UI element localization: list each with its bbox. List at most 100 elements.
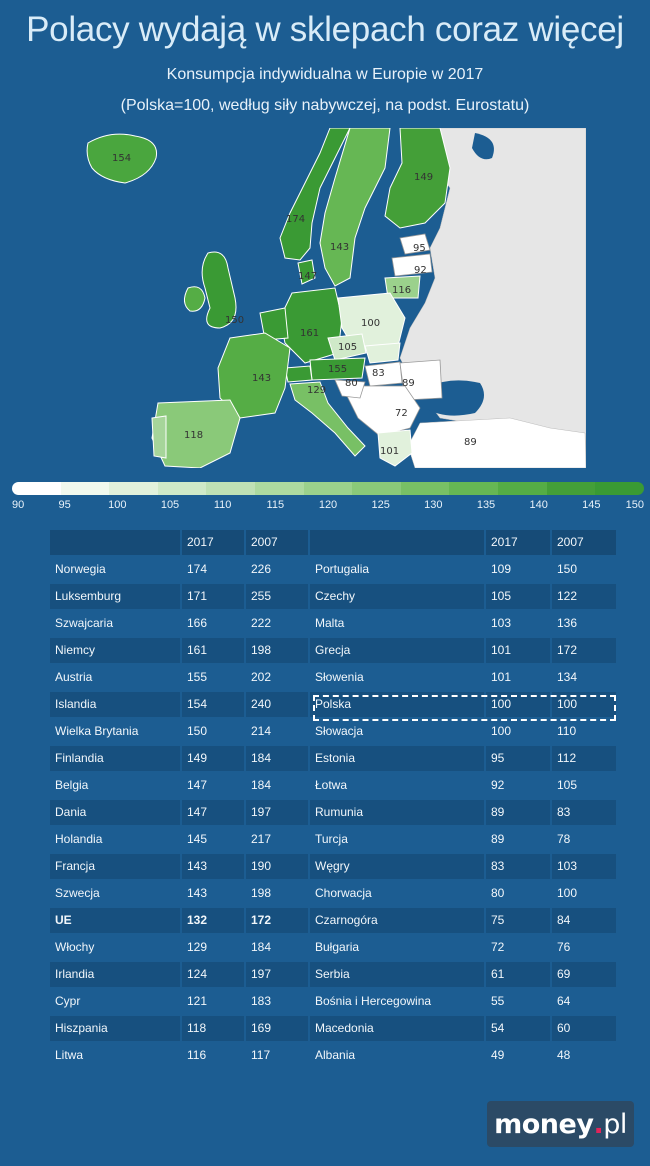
table-row: Irlandia 124 197 Serbia 61 69 <box>50 962 621 987</box>
value-cell: 136 <box>552 611 616 636</box>
italy-region <box>289 381 366 457</box>
country-cell: Czarnogóra <box>310 908 484 933</box>
value-cell: 121 <box>182 989 244 1014</box>
country-cell: Finlandia <box>50 746 180 771</box>
value-cell: 110 <box>552 719 616 744</box>
country-cell: Słowacja <box>310 719 484 744</box>
benelux-region <box>259 307 289 341</box>
scale-tick-label: 120 <box>318 499 338 511</box>
value-cell: 112 <box>552 746 616 771</box>
country-cell <box>50 530 180 555</box>
value-cell: 197 <box>246 962 308 987</box>
scale-tick-label: 145 <box>582 499 601 511</box>
value-cell: 198 <box>246 881 308 906</box>
value-cell: 84 <box>552 908 616 933</box>
value-cell: 61 <box>486 962 550 987</box>
value-cell: 103 <box>552 854 616 879</box>
value-cell: 100 <box>552 692 616 717</box>
sweden-region <box>319 128 391 287</box>
scale-segment <box>206 482 256 495</box>
country-cell: Malta <box>310 611 484 636</box>
value-cell: 132 <box>182 908 244 933</box>
country-cell: Albania <box>310 1043 484 1068</box>
value-cell: 2007 <box>552 530 616 555</box>
value-cell: 83 <box>486 854 550 879</box>
value-cell: 154 <box>182 692 244 717</box>
value-cell: 72 <box>486 935 550 960</box>
country-cell: Macedonia <box>310 1016 484 1041</box>
value-cell: 184 <box>246 935 308 960</box>
map-label: 100 <box>361 318 380 329</box>
value-cell: 143 <box>182 881 244 906</box>
country-cell: Norwegia <box>50 557 180 582</box>
value-cell: 2017 <box>182 530 244 555</box>
value-cell: 109 <box>486 557 550 582</box>
table-row: Luksemburg 171 255 Czechy 105 122 <box>50 584 621 609</box>
croatia-region <box>334 379 366 399</box>
country-cell: Rumunia <box>310 800 484 825</box>
value-cell: 2007 <box>246 530 308 555</box>
map-label: 118 <box>184 430 203 441</box>
scale-tick-label: 140 <box>529 499 548 511</box>
table-row: UE 132 172 Czarnogóra 75 84 <box>50 908 621 933</box>
map-label: 105 <box>338 342 357 353</box>
subtitle: Konsumpcja indywidualna w Europie w 2017 <box>166 66 484 83</box>
country-cell: Luksemburg <box>50 584 180 609</box>
value-cell: 83 <box>552 800 616 825</box>
consumption-table: 2017 2007 2017 2007 Norwegia 174 226 Portugalia… <box>50 530 621 1070</box>
value-cell: 184 <box>246 773 308 798</box>
map-label: 143 <box>330 242 349 253</box>
value-cell: 100 <box>552 881 616 906</box>
country-cell: Grecja <box>310 638 484 663</box>
value-cell: 226 <box>246 557 308 582</box>
country-cell: Czechy <box>310 584 484 609</box>
map-label: 95 <box>413 243 426 254</box>
country-cell <box>310 530 484 555</box>
country-cell: Turcja <box>310 827 484 852</box>
value-cell: 55 <box>486 989 550 1014</box>
value-cell: 117 <box>246 1043 308 1068</box>
value-cell: 184 <box>246 746 308 771</box>
country-cell: Słowenia <box>310 665 484 690</box>
country-cell: Litwa <box>50 1043 180 1068</box>
country-cell: Austria <box>50 665 180 690</box>
value-cell: 147 <box>182 800 244 825</box>
value-cell: 147 <box>182 773 244 798</box>
scale-tick-label: 90 <box>12 499 25 511</box>
value-cell: 143 <box>182 854 244 879</box>
value-cell: 89 <box>486 827 550 852</box>
value-cell: 197 <box>246 800 308 825</box>
value-cell: 105 <box>486 584 550 609</box>
table-row: Francja 143 190 Węgry 83 103 <box>50 854 621 879</box>
value-cell: 80 <box>486 881 550 906</box>
scale-segment <box>255 482 304 495</box>
scale-tick-label: 125 <box>371 499 390 511</box>
map-label: 116 <box>392 285 411 296</box>
map-label: 72 <box>395 408 408 419</box>
map-label: 89 <box>402 378 415 389</box>
value-cell: 172 <box>552 638 616 663</box>
subtitle-note: (Polska=100, według siły nabywczej, na p… <box>120 97 530 114</box>
latvia-region <box>391 253 433 277</box>
scale-tick-label: 135 <box>476 499 496 511</box>
country-cell: Bośnia i Hercegowina <box>310 989 484 1014</box>
portugal-region <box>151 415 167 459</box>
map-label: 89 <box>464 437 477 448</box>
value-cell: 222 <box>246 611 308 636</box>
value-cell: 145 <box>182 827 244 852</box>
country-cell: Serbia <box>310 962 484 987</box>
scale-segment <box>546 482 596 495</box>
scale-segment <box>449 482 499 495</box>
map-label: 80 <box>345 378 358 389</box>
color-scale-ticks: 90 95 100 105 110 115 120 125 130 135 140 145 150 <box>12 499 644 513</box>
value-cell: 134 <box>552 665 616 690</box>
money-pl-logo: money. pl <box>487 1101 634 1147</box>
iceland-region <box>86 133 158 184</box>
scale-segment <box>12 482 61 495</box>
country-cell: Dania <box>50 800 180 825</box>
value-cell: 150 <box>182 719 244 744</box>
country-cell: Irlandia <box>50 962 180 987</box>
value-cell: 92 <box>486 773 550 798</box>
table-row: Islandia 154 240 Polska 100 100 <box>50 692 621 717</box>
value-cell: 174 <box>182 557 244 582</box>
